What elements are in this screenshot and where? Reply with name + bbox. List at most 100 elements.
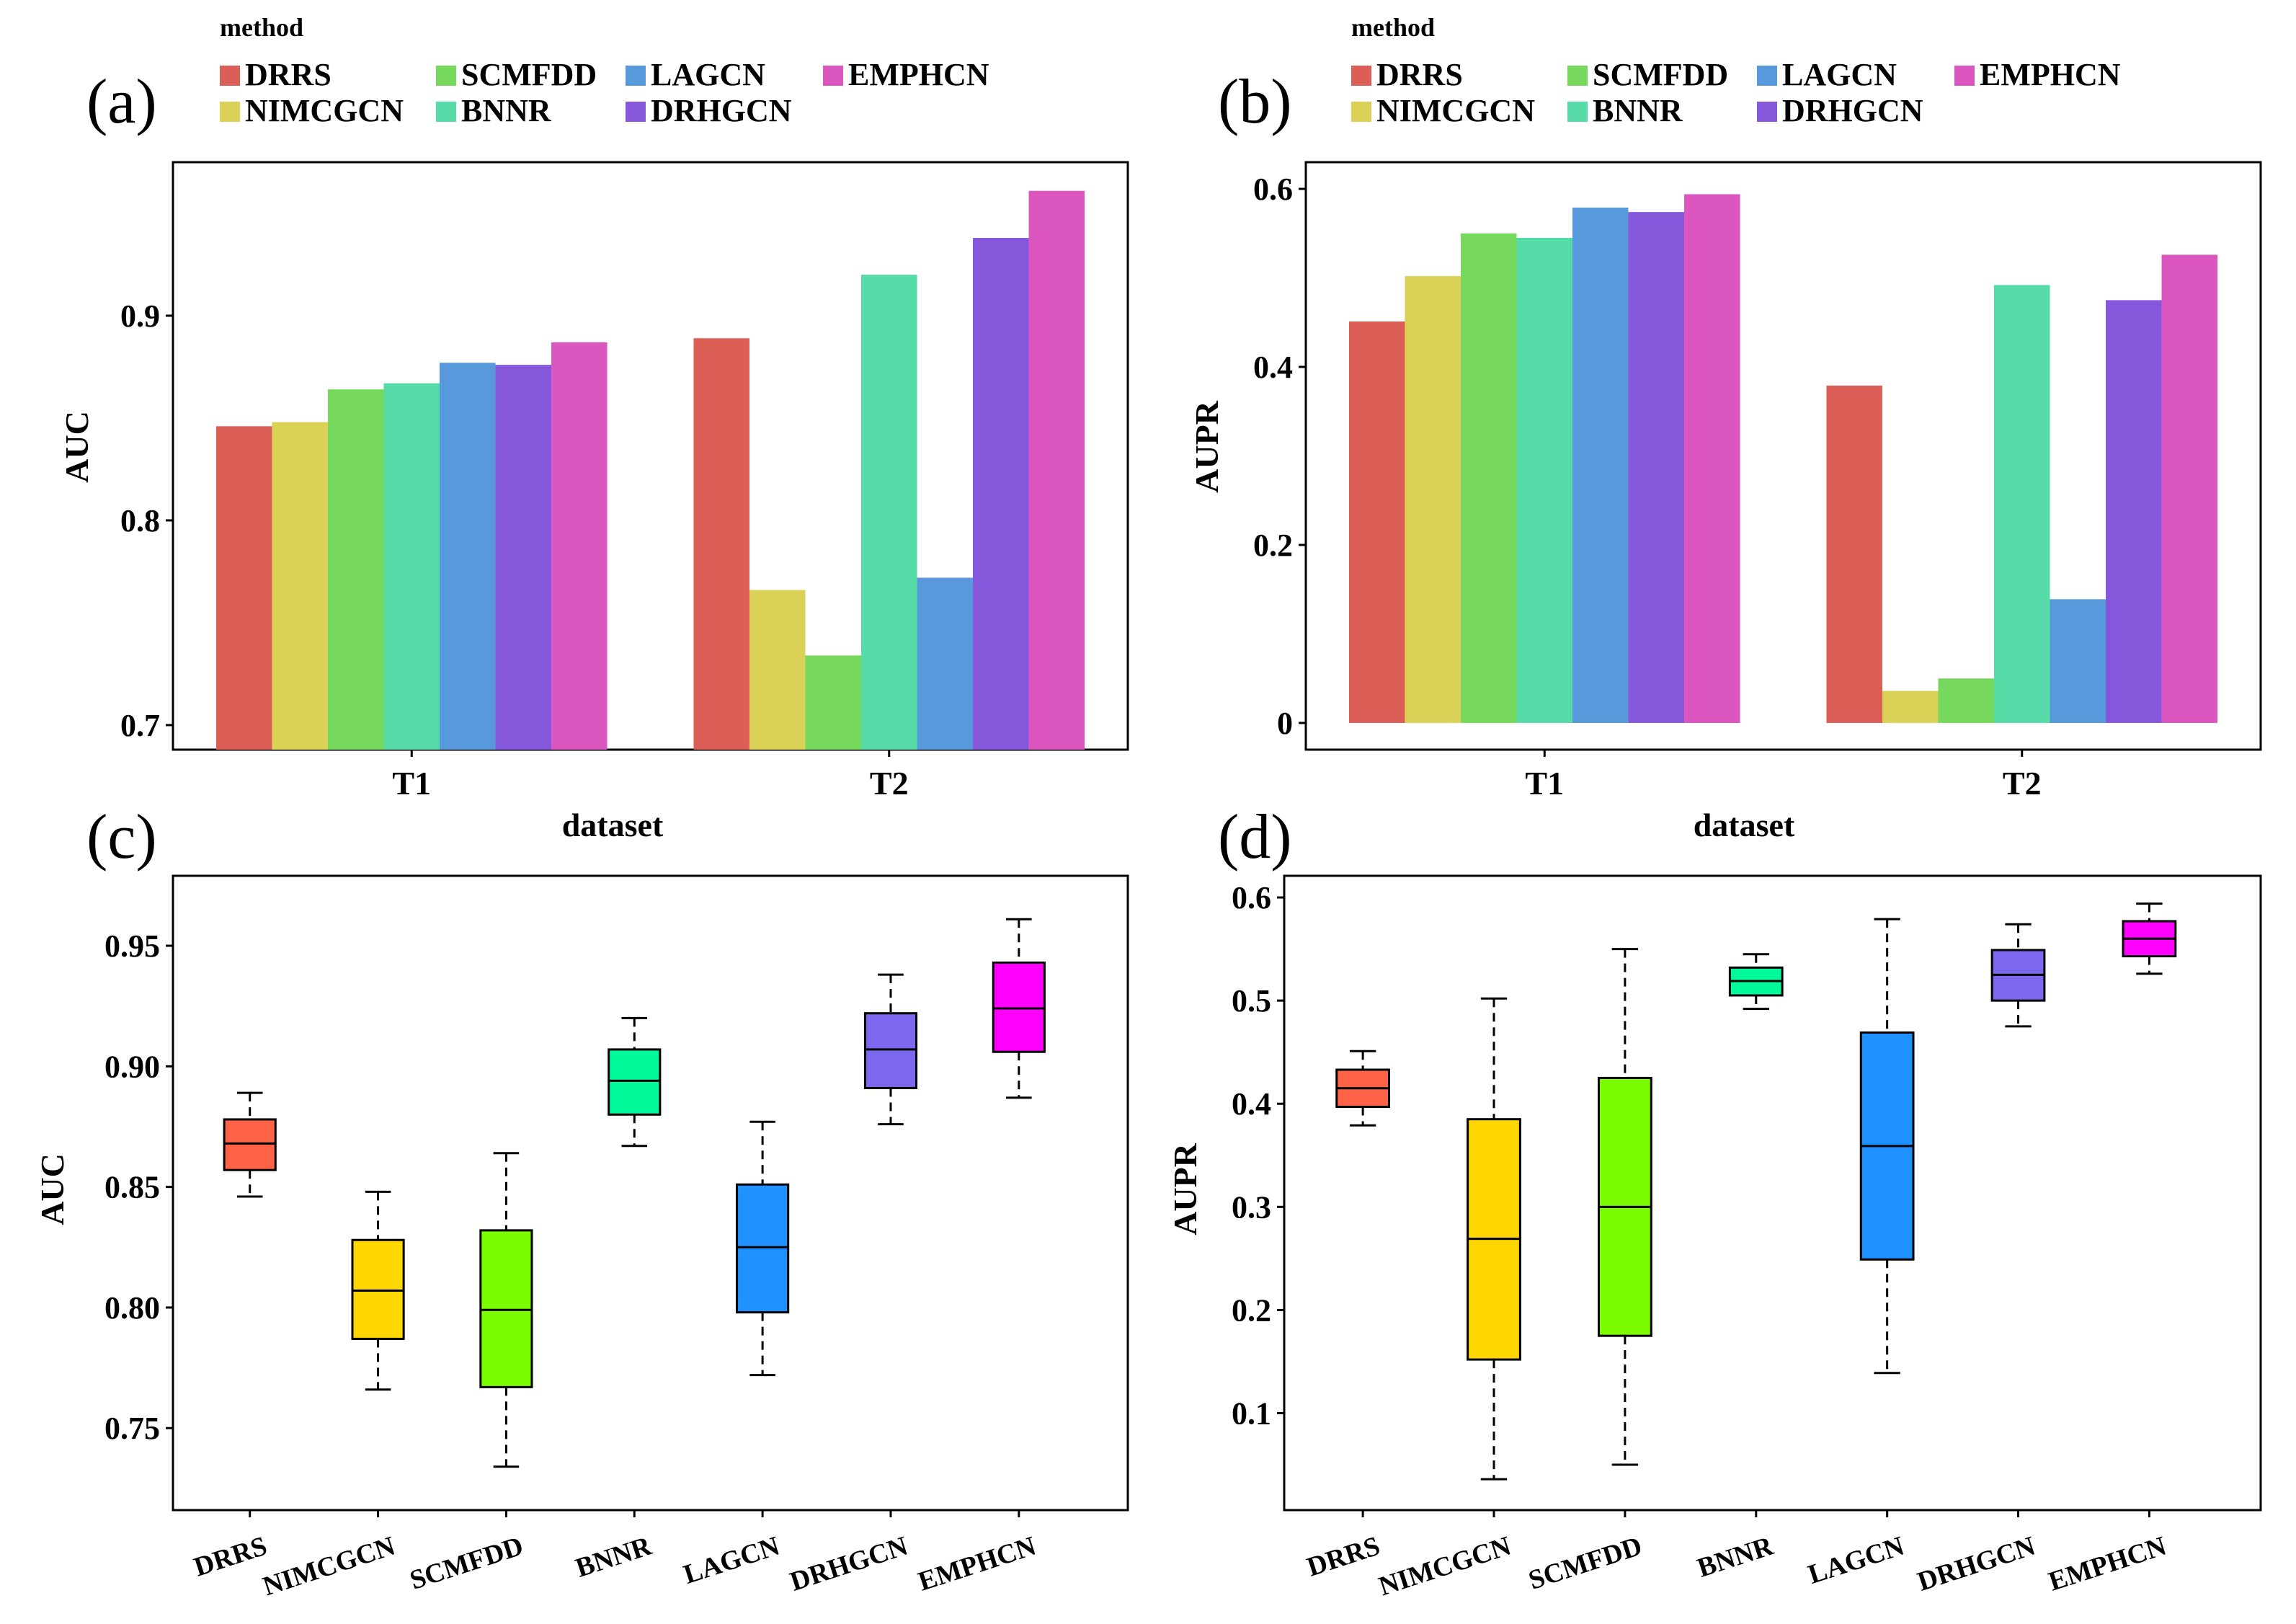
bar-drhgcn-t1 [495, 365, 552, 750]
box-nimcgcn [351, 1238, 405, 1340]
legend-swatch-drhgcn [626, 102, 646, 122]
panel-label-d: (d) [1218, 802, 1292, 872]
x-tick-label-t1: T1 [392, 765, 431, 802]
y-tick-label-a: 0.7 [120, 708, 160, 743]
legend-swatch-drrs [1351, 66, 1371, 86]
x-tick-label-bnnr: BNNR [1694, 1530, 1777, 1583]
bar-bnnr-t2 [1993, 285, 2050, 723]
bar-emphcn-t1 [551, 342, 608, 750]
y-tick-label-b: 0.6 [1253, 172, 1293, 207]
x-tick-label-nimcgcn: NIMCGCN [1375, 1531, 1515, 1602]
bar-scmfdd-t1 [1460, 233, 1517, 723]
x-tick-label-drhgcn: DRHGCN [786, 1531, 912, 1597]
box-emphcn [992, 961, 1046, 1053]
legend-label-drhgcn: DRHGCN [651, 93, 792, 128]
legend-swatch-nimcgcn [220, 102, 240, 122]
bar-lagcn-t2 [2050, 599, 2106, 723]
legend-swatch-scmfdd [436, 66, 456, 86]
plot-frame-a [172, 161, 1129, 751]
legend-label-scmfdd: SCMFDD [1593, 57, 1728, 92]
legend-swatch-nimcgcn [1351, 102, 1371, 122]
x-tick-label-nimcgcn: NIMCGCN [259, 1531, 399, 1602]
legend-label-emphcn: EMPHCN [848, 57, 989, 92]
y-tick-label-d: 0.6 [1232, 880, 1271, 915]
bar-drhgcn-t2 [973, 238, 1029, 750]
plot-frame-d [1283, 874, 2262, 1512]
y-tick-label-c: 0.90 [104, 1049, 160, 1084]
bar-scmfdd-t2 [805, 655, 861, 750]
legend-label-drhgcn: DRHGCN [1782, 93, 1923, 128]
y-tick-label-d: 0.5 [1232, 983, 1271, 1019]
bar-scmfdd-t1 [327, 389, 384, 750]
x-axis-title-b: dataset [1694, 807, 1795, 843]
legend-label-nimcgcn: NIMCGCN [245, 93, 404, 128]
y-tick-label-a: 0.8 [120, 503, 160, 538]
box-scmfdd [479, 1229, 533, 1388]
bar-nimcgcn-t1 [272, 422, 328, 750]
legend-label-drrs: DRRS [245, 57, 332, 92]
y-tick-label-a: 0.9 [120, 298, 160, 334]
x-tick-label-drrs: DRRS [190, 1531, 270, 1583]
legend-swatch-drhgcn [1757, 102, 1777, 122]
y-tick-label-c: 0.75 [104, 1411, 160, 1446]
x-tick-label-lagcn: LAGCN [1805, 1531, 1908, 1590]
box-bnnr [608, 1048, 662, 1116]
y-axis-title-a: AUC [58, 411, 95, 483]
legend-swatch-scmfdd [1567, 66, 1588, 86]
x-tick-label-drrs: DRRS [1304, 1531, 1384, 1583]
y-axis-title-d: AUPR [1167, 1142, 1203, 1235]
bar-emphcn-t2 [2161, 254, 2218, 723]
y-tick-label-b: 0.4 [1253, 350, 1293, 385]
legend-label-emphcn: EMPHCN [1980, 57, 2121, 92]
x-tick-label-bnnr: BNNR [572, 1530, 656, 1583]
y-tick-label-c: 0.85 [104, 1170, 160, 1205]
box-drhgcn [863, 1012, 918, 1089]
panel-label-b: (b) [1218, 67, 1292, 137]
plot-frame-b [1304, 161, 2262, 751]
bar-drrs-t2 [693, 338, 749, 750]
bar-chart-auc: 0.7 0.8 0.9 T1 T2 [120, 161, 1129, 802]
y-tick-label-c: 0.95 [104, 928, 160, 964]
legend-swatch-lagcn [626, 66, 646, 86]
panel-label-c: (c) [86, 802, 157, 872]
bar-emphcn-t2 [1028, 190, 1085, 750]
bar-chart-aupr: 0 0.2 0.4 0.6 T1 T2 [1253, 161, 2262, 802]
bar-drhgcn-t1 [1628, 212, 1685, 723]
legend-swatch-drrs [220, 66, 240, 86]
bar-scmfdd-t2 [1938, 678, 1994, 723]
bar-drhgcn-t2 [2106, 300, 2162, 723]
bar-emphcn-t1 [1684, 194, 1740, 723]
bar-bnnr-t2 [860, 275, 917, 750]
legend-title-b: method [1351, 13, 1435, 42]
legend-title-a: method [220, 13, 303, 42]
legend-label-scmfdd: SCMFDD [461, 57, 597, 92]
panel-label-a: (a) [86, 67, 157, 137]
bar-drrs-t1 [215, 426, 272, 750]
y-tick-label-b: 0 [1277, 706, 1293, 741]
legend-label-nimcgcn: NIMCGCN [1376, 93, 1535, 128]
x-axis-title-a: dataset [562, 807, 664, 843]
y-tick-label-d: 0.4 [1232, 1086, 1271, 1122]
legend-label-lagcn: LAGCN [651, 57, 765, 92]
bar-lagcn-t1 [440, 363, 496, 750]
bar-nimcgcn-t2 [749, 590, 806, 750]
bar-nimcgcn-t1 [1405, 276, 1461, 723]
legend-label-drrs: DRRS [1376, 57, 1463, 92]
legend-label-bnnr: BNNR [1593, 93, 1683, 128]
y-tick-label-c: 0.80 [104, 1290, 160, 1326]
y-axis-title-b: AUPR [1188, 400, 1225, 493]
legend-label-bnnr: BNNR [461, 93, 552, 128]
legend-swatch-bnnr [1567, 102, 1588, 122]
y-tick-label-d: 0.2 [1232, 1292, 1271, 1328]
y-tick-label-d: 0.1 [1232, 1396, 1271, 1431]
bar-bnnr-t1 [1516, 237, 1573, 723]
x-tick-label-t2: T2 [2003, 765, 2042, 802]
bar-lagcn-t2 [917, 577, 974, 750]
y-tick-label-d: 0.3 [1232, 1189, 1271, 1225]
box-drrs [223, 1118, 277, 1171]
bar-drrs-t1 [1348, 321, 1405, 723]
legend-swatch-emphcn [823, 66, 843, 86]
legend-swatch-bnnr [436, 102, 456, 122]
